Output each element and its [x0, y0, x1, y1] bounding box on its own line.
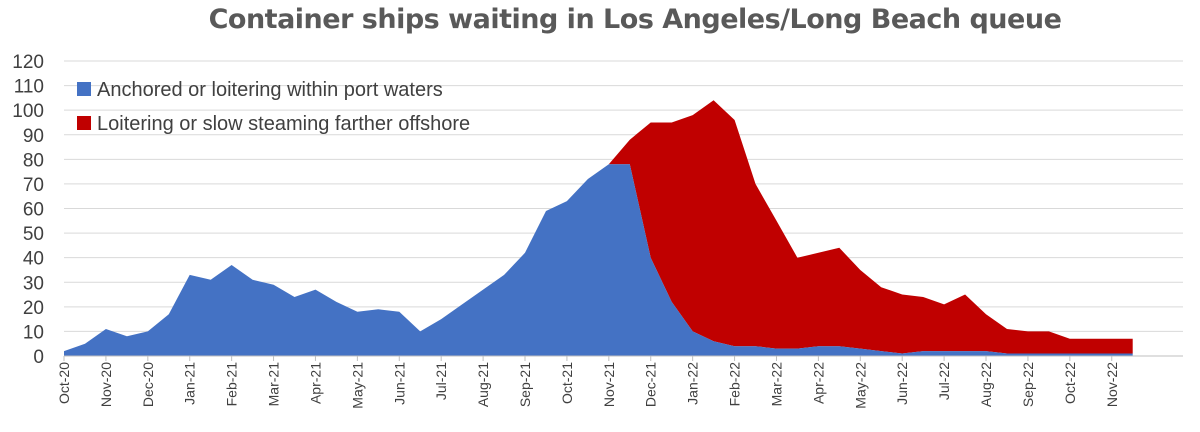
- x-tick-label: Aug-21: [475, 362, 491, 407]
- y-tick-label: 0: [33, 347, 44, 368]
- x-tick-label: Dec-21: [643, 362, 659, 407]
- x-tick-label: Oct-22: [1062, 362, 1078, 404]
- x-tick-label: Apr-21: [307, 362, 323, 404]
- x-tick-label: Jan-22: [685, 362, 701, 405]
- y-tick-label: 100: [12, 101, 44, 122]
- x-tick-label: Mar-22: [768, 362, 784, 407]
- legend-label: Anchored or loitering within port waters: [97, 79, 443, 101]
- y-tick-label: 50: [23, 224, 44, 245]
- legend: Anchored or loitering within port waters…: [77, 79, 470, 135]
- x-tick-label: Jun-21: [391, 362, 407, 405]
- legend-label: Loitering or slow steaming farther offsh…: [97, 113, 470, 135]
- x-tick-label: May-22: [852, 362, 868, 409]
- x-tick-label: May-21: [349, 362, 365, 409]
- x-tick-label: Sep-22: [1020, 362, 1036, 407]
- x-tick-label: Nov-21: [601, 362, 617, 407]
- y-tick-label: 60: [23, 200, 44, 221]
- y-tick-label: 120: [12, 52, 44, 73]
- y-tick-label: 30: [23, 273, 44, 294]
- chart-title: Container ships waiting in Los Angeles/L…: [208, 4, 1062, 35]
- y-tick-label: 20: [23, 298, 44, 319]
- x-tick-label: Mar-21: [266, 362, 282, 407]
- y-axis: 0 10 20 30 40 50 60 70 80 90 100 110 120: [12, 52, 44, 368]
- x-tick-label: Jun-22: [894, 362, 910, 405]
- y-tick-label: 70: [23, 175, 44, 196]
- y-tick-label: 80: [23, 150, 44, 171]
- x-tick-label: Nov-22: [1104, 362, 1120, 407]
- legend-swatch: [77, 82, 91, 96]
- y-tick-label: 110: [14, 77, 44, 98]
- x-axis: Oct-20 Nov-20 Dec-20 Jan-21 Feb-21 Mar-21 Apr-…: [56, 355, 1183, 409]
- x-tick-label: Feb-21: [224, 362, 240, 407]
- series-port-waters-area: [64, 164, 1133, 356]
- x-tick-label: Dec-20: [140, 362, 156, 407]
- x-tick-label: Aug-22: [978, 362, 994, 407]
- x-tick-label: Jul-21: [433, 362, 449, 400]
- x-tick-label: Oct-21: [559, 362, 575, 404]
- x-tick-label: Oct-20: [56, 362, 72, 404]
- y-tick-label: 40: [23, 249, 44, 270]
- y-tick-label: 10: [23, 322, 44, 343]
- legend-swatch: [77, 116, 91, 130]
- y-tick-label: 90: [23, 126, 44, 147]
- x-tick-label: Jul-22: [936, 362, 952, 400]
- plot-area: [64, 100, 1133, 356]
- x-tick-label: Nov-20: [98, 362, 114, 407]
- x-tick-label: Apr-22: [810, 362, 826, 404]
- x-tick-label: Jan-21: [182, 362, 198, 405]
- x-tick-label: Sep-21: [517, 362, 533, 407]
- series-offshore-area: [608, 100, 1133, 354]
- x-tick-label: Feb-22: [727, 362, 743, 407]
